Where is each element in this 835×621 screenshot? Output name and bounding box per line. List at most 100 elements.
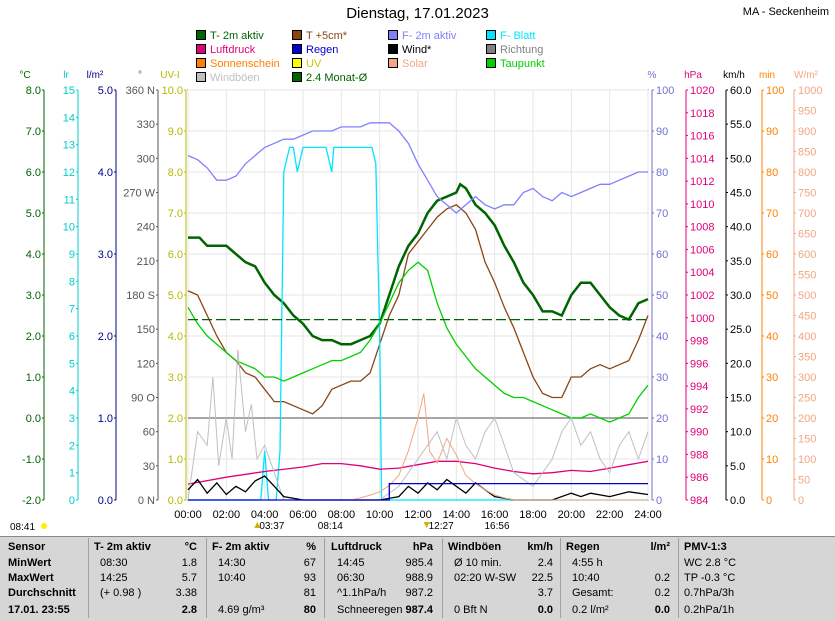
legend-label: Taupunkt	[500, 58, 545, 70]
stats-header: T- 2m aktiv	[94, 541, 151, 553]
legend-swatch	[486, 44, 496, 54]
stats-press-value: 987.2	[405, 587, 433, 599]
tick-label-lr: 9	[69, 249, 75, 261]
legend-label: 2.4 Monat-Ø	[306, 72, 368, 84]
x-tick-label: 00:00	[174, 509, 202, 521]
series-line-luftdruck	[187, 460, 649, 485]
tick-label-lr: 3	[69, 413, 75, 425]
tick-label-wm2: 650	[798, 229, 816, 241]
tick-label-kmh: 15.0	[730, 393, 751, 405]
stats-temp-value: 2.8	[181, 604, 197, 616]
tick-label-kmh: 60.0	[730, 85, 751, 97]
tick-label-lr: 0	[69, 495, 75, 507]
tick-label-wm2: 50	[798, 475, 810, 487]
tick-label-uvi: 3.0	[168, 372, 183, 384]
tick-label-hpa: 1000	[690, 313, 714, 325]
tick-label-wm2: 450	[798, 311, 816, 323]
stats-panel	[0, 536, 835, 621]
tick-label-min: 100	[766, 85, 784, 97]
x-tick-label: 12:00	[404, 509, 432, 521]
stats-wind-value: 0.0	[537, 604, 553, 616]
legend-item: Solar	[388, 58, 428, 70]
tick-label-lr: 6	[69, 331, 75, 343]
stats-wind-label: 0 Bft N	[454, 604, 488, 616]
stats-row-label: MinWert	[8, 557, 52, 569]
legend-swatch	[292, 30, 302, 40]
tick-label-lm2: 1.0	[98, 413, 113, 425]
legend-item: Taupunkt	[486, 58, 545, 70]
tick-label-uvi: 1.0	[168, 454, 183, 466]
tick-label-hpa: 1012	[690, 176, 714, 188]
tick-label-wm2: 700	[798, 208, 816, 220]
tick-label-lr: 4	[69, 386, 75, 398]
tick-label-lm2: 4.0	[98, 167, 113, 179]
tick-label-wm2: 500	[798, 290, 816, 302]
tick-label-hpa: 998	[690, 336, 708, 348]
legend-swatch	[292, 58, 302, 68]
series-line-wind-	[187, 475, 649, 501]
stats-wind-value: 2.4	[537, 557, 553, 569]
tick-label-kmh: 20.0	[730, 358, 751, 370]
stats-unit: km/h	[527, 541, 553, 553]
tick-label-lr: 12	[63, 167, 75, 179]
tick-label-kmh: 5.0	[730, 461, 745, 473]
stats-temp-value: 1.8	[181, 557, 197, 569]
tick-label-min: 70	[766, 208, 778, 220]
legend-label: UV	[306, 58, 322, 70]
x-tick-label: 06:00	[289, 509, 317, 521]
stats-separator	[206, 538, 207, 618]
tick-label-pct: 30	[656, 372, 668, 384]
tick-label-wm2: 850	[798, 147, 816, 159]
legend-item: UV	[292, 58, 321, 70]
tick-label-wm2: 350	[798, 352, 816, 364]
legend-swatch	[196, 58, 206, 68]
stats-separator	[678, 538, 679, 618]
legend-swatch	[388, 44, 398, 54]
stats-temp-value: 3.38	[175, 587, 197, 599]
series-line-t-2m-aktiv	[188, 182, 649, 346]
tick-label-dir: 240	[137, 222, 155, 234]
stats-pmv: 0.7hPa/3h	[684, 587, 735, 599]
weather-chart: °C 8.0 7.0 6.0 5.0 4.0 3.0 2.0 1.0 0.0 -1.0 -2.0 lr 1…	[10, 70, 822, 533]
tick-label-lr: 10	[63, 222, 75, 234]
tick-label-lr: 14	[63, 112, 75, 124]
stats-row-label: MaxWert	[8, 572, 54, 584]
stats-rain-label: 0.2 l/m²	[572, 604, 609, 616]
axis-unit-lr: lr	[63, 70, 69, 81]
x-tick-label: 04:00	[251, 509, 279, 521]
tick-label-temp: 2.0	[26, 331, 41, 343]
sunrise-marker	[254, 522, 261, 528]
stats-unit: °C	[184, 541, 197, 553]
tick-label-lr: 15	[63, 85, 75, 97]
tick-label-kmh: 55.0	[730, 119, 751, 131]
stats-press-value: 988.9	[405, 572, 433, 584]
tick-label-kmh: 10.0	[730, 427, 751, 439]
stats-pmv: TP -0.3 °C	[684, 572, 736, 584]
tick-label-kmh: 50.0	[730, 153, 751, 165]
legend-swatch	[388, 30, 398, 40]
tick-label-pct: 20	[656, 413, 668, 425]
tick-label-temp: 7.0	[26, 126, 41, 138]
tick-label-wm2: 150	[798, 434, 816, 446]
stats-hum-value: 80	[303, 604, 316, 616]
legend-label: Wind*	[402, 44, 432, 56]
stats-separator	[442, 538, 443, 618]
legend-label: T- 2m aktiv	[210, 30, 264, 42]
tick-label-wm2: 200	[798, 413, 816, 425]
stats-rain-label: 4:55 h	[572, 557, 603, 569]
event-time-4: 16:56	[484, 521, 509, 532]
tick-label-lr: 13	[63, 140, 75, 152]
x-tick-label: 20:00	[558, 509, 586, 521]
tick-label-wm2: 800	[798, 167, 816, 179]
x-tick-label: 14:00	[443, 509, 471, 521]
tick-label-uvi: 5.0	[168, 290, 183, 302]
stats-rain-value: 0.2	[654, 587, 670, 599]
tick-label-lr: 5	[69, 358, 75, 370]
stats-wind-value: 22.5	[531, 572, 553, 584]
tick-label-dir: 30	[143, 461, 155, 473]
tick-label-dir: 210	[137, 256, 155, 268]
tick-label-lm2: 5.0	[98, 85, 113, 97]
tick-label-lr: 7	[69, 304, 75, 316]
series-line-windb-en	[187, 349, 649, 501]
